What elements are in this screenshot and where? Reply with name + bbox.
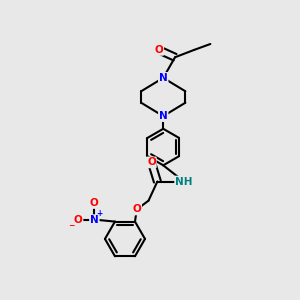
Text: O: O — [154, 45, 163, 55]
Text: O: O — [132, 205, 141, 214]
Text: N: N — [159, 73, 168, 83]
Text: +: + — [97, 209, 103, 218]
Text: NH: NH — [175, 176, 193, 187]
Text: N: N — [90, 215, 99, 225]
Text: O: O — [74, 215, 82, 225]
Text: −: − — [68, 221, 75, 230]
Text: O: O — [90, 198, 99, 208]
Text: O: O — [147, 158, 156, 167]
Text: N: N — [159, 111, 168, 121]
